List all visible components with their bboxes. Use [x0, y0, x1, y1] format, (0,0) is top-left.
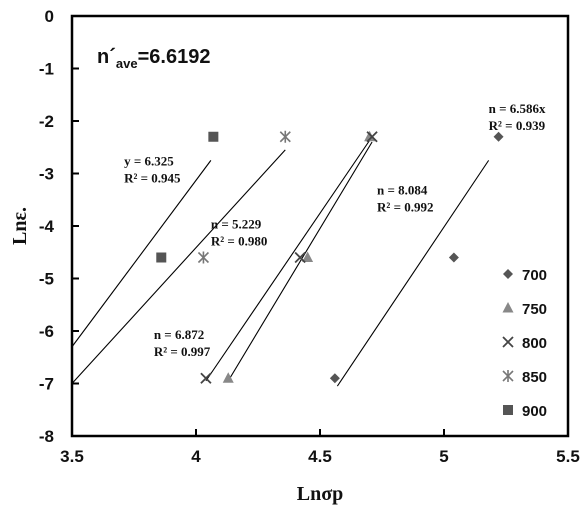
- fit-annotation-line: R² = 0.939: [489, 118, 546, 133]
- x-marker-stroke: [294, 251, 306, 264]
- fit-annotation-line: n = 5.229: [211, 217, 262, 232]
- big-label-main: n´: [97, 46, 116, 68]
- y-tick-label: -3: [39, 165, 54, 184]
- legend-marker-700: [503, 269, 513, 279]
- fit-annotation: n = 8.084 R² = 0.992: [377, 183, 433, 215]
- trend-line-900: [71, 160, 212, 348]
- x-tick-label: 3.5: [60, 447, 84, 466]
- data-point-900: [208, 131, 219, 142]
- fit-annotation-line: n = 6.872: [154, 327, 204, 342]
- data-point-800: [366, 131, 378, 143]
- fit-annotation-line: y = 6.325: [124, 154, 174, 169]
- y-tick-label: -5: [39, 270, 54, 289]
- fit-annotation-line: R² = 0.992: [377, 200, 433, 215]
- square-marker: [208, 131, 219, 142]
- annotations: n = 6.586x R² = 0.939 y = 6.325 R² = 0.945 n…: [124, 101, 546, 359]
- big-label: n´ave=6.6192: [97, 46, 210, 71]
- legend-marker-900: [503, 405, 513, 415]
- fit-annotation: y = 6.325 R² = 0.945: [124, 154, 181, 186]
- data-point-700: [493, 131, 504, 142]
- data-point-850: [197, 251, 210, 264]
- plot-area: [70, 14, 570, 438]
- y-tick-label: -6: [39, 322, 54, 341]
- data-point-750: [364, 130, 376, 142]
- fit-annotation-line: R² = 0.945: [124, 171, 181, 186]
- x-tick-label: 4: [191, 447, 201, 466]
- fit-annotation-line: n = 6.586x: [489, 101, 546, 116]
- trend-lines: [71, 136, 490, 387]
- x-marker-stroke: [366, 131, 378, 143]
- x-tick-label: 5.5: [556, 447, 580, 466]
- fit-annotation-line: R² = 0.980: [211, 234, 267, 249]
- data-point-800: [294, 251, 306, 264]
- diamond-marker: [329, 373, 340, 384]
- fit-annotation: n = 6.586x R² = 0.939: [489, 101, 546, 133]
- y-tick-label: -4: [39, 217, 55, 236]
- triangle-marker: [502, 302, 514, 313]
- data-point-700: [329, 373, 340, 384]
- y-tick-label: 0: [45, 7, 54, 26]
- trend-line-750: [227, 141, 373, 382]
- fit-annotation: n = 6.872 R² = 0.997: [154, 327, 211, 359]
- square-marker: [503, 405, 513, 415]
- triangle-marker: [302, 251, 314, 262]
- legend-label-700: 700: [522, 267, 547, 284]
- data-point-800: [200, 372, 212, 384]
- trend-line-700: [336, 160, 490, 387]
- y-tick-label: -7: [39, 375, 54, 394]
- x-tick-label: 4.5: [308, 447, 332, 466]
- legend-label-750: 750: [522, 301, 547, 318]
- fit-annotation-line: R² = 0.997: [154, 344, 211, 359]
- legend-marker-850: [502, 370, 514, 382]
- data-point-900: [156, 252, 167, 263]
- y-axis-title: Lnε.: [9, 207, 31, 245]
- data-point-700: [448, 252, 459, 263]
- data-points: [156, 130, 504, 384]
- data-point-750: [222, 372, 234, 383]
- legend-label-900: 900: [522, 403, 547, 420]
- triangle-marker: [364, 130, 376, 142]
- diamond-marker: [503, 269, 513, 279]
- data-point-750: [302, 251, 314, 262]
- legend-marker-750: [502, 302, 514, 313]
- y-tick-label: -1: [39, 60, 54, 79]
- triangle-marker: [222, 372, 234, 383]
- diamond-marker: [448, 252, 459, 263]
- legend: 700 750 800 850 900: [502, 267, 547, 420]
- x-marker-stroke: [502, 336, 514, 348]
- legend-label-800: 800: [522, 335, 547, 352]
- data-point-850: [279, 130, 291, 143]
- diamond-marker: [493, 131, 504, 142]
- trend-line-800: [205, 136, 373, 382]
- axis-ticks: 3.5 4 4.5 5 5.5 0 -1 -2 -3 -4 -5 -6 -7 -8: [39, 7, 580, 466]
- big-label-rest: =6.6192: [138, 46, 211, 68]
- fit-annotation-line: n = 8.084: [377, 183, 428, 198]
- fit-annotation: n = 5.229 R² = 0.980: [211, 217, 267, 249]
- y-tick-label: -8: [39, 427, 54, 446]
- y-tick-label: -2: [39, 112, 54, 131]
- x-tick-label: 5: [439, 447, 448, 466]
- big-label-sub: ave: [116, 56, 138, 71]
- legend-label-850: 850: [522, 369, 547, 386]
- x-axis-title: Lnσp: [297, 483, 343, 505]
- legend-marker-800: [502, 336, 514, 348]
- x-marker-stroke: [200, 372, 212, 384]
- trend-line-850: [71, 149, 286, 384]
- square-marker: [156, 252, 167, 263]
